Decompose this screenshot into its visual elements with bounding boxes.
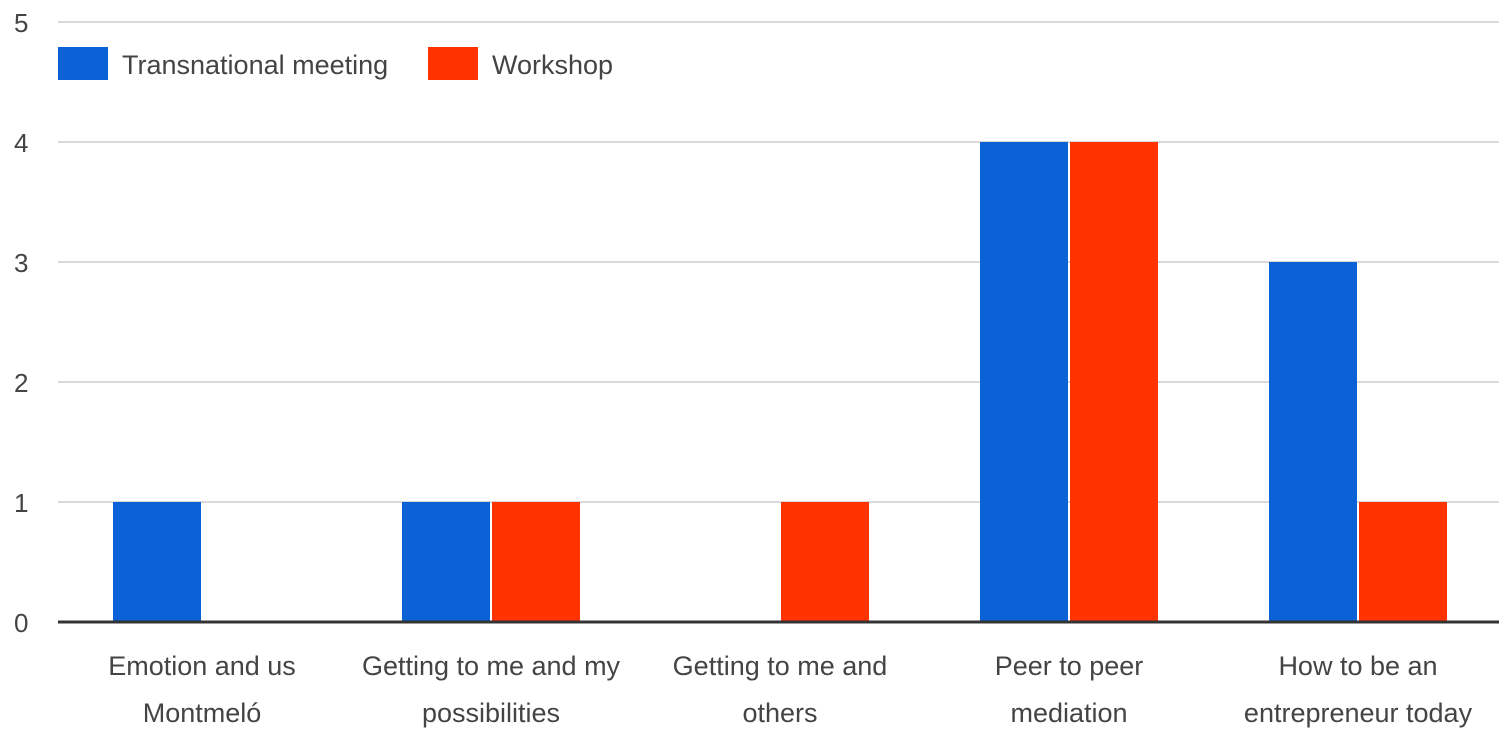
- x-tick-label: Emotion and us: [108, 651, 296, 681]
- y-tick-label: 2: [14, 368, 28, 398]
- y-tick-label: 5: [14, 8, 28, 38]
- x-tick-label: Peer to peer: [995, 651, 1144, 681]
- bar-transnational-meeting: [980, 142, 1068, 622]
- bar-workshop: [1359, 502, 1447, 622]
- x-tick-label: mediation: [1010, 698, 1127, 728]
- y-tick-label: 1: [14, 488, 28, 518]
- bar-transnational-meeting: [113, 502, 201, 622]
- bar-transnational-meeting: [1269, 262, 1357, 622]
- bar-workshop: [492, 502, 580, 622]
- legend-swatch: [428, 47, 478, 80]
- y-tick-label: 0: [14, 608, 28, 638]
- x-tick-label: How to be an: [1278, 651, 1437, 681]
- y-tick-label: 3: [14, 248, 28, 278]
- legend-label: Transnational meeting: [122, 50, 388, 80]
- bar-workshop: [781, 502, 869, 622]
- legend-swatch: [58, 47, 108, 80]
- x-tick-label: Montmeló: [143, 698, 262, 728]
- x-tick-label: possibilities: [422, 698, 560, 728]
- x-tick-label: entrepreneur today: [1244, 698, 1473, 728]
- x-tick-label: Getting to me and: [673, 651, 888, 681]
- bar-transnational-meeting: [402, 502, 490, 622]
- legend-label: Workshop: [492, 50, 613, 80]
- x-tick-label: others: [742, 698, 817, 728]
- x-tick-label: Getting to me and my: [362, 651, 621, 681]
- y-tick-label: 4: [14, 128, 28, 158]
- bar-workshop: [1070, 142, 1158, 622]
